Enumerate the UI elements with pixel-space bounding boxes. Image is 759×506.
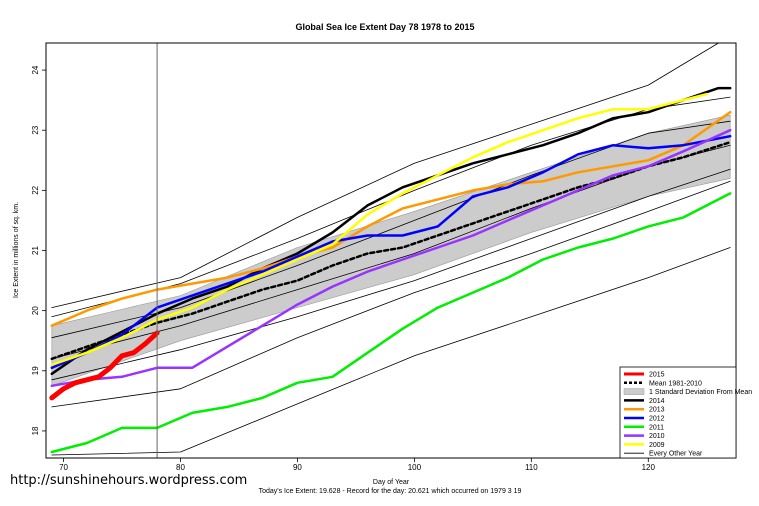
x-tick-label: 70: [59, 463, 68, 472]
series-line-2012: [50, 134, 732, 370]
legend-label: 2013: [649, 407, 665, 414]
y-axis-label: Ice Extent in millions of sq. km.: [13, 202, 20, 298]
legend-label: 2015: [649, 372, 665, 379]
x-tick-label: 110: [525, 463, 538, 472]
x-tick-label: 90: [293, 463, 302, 472]
y-tick-label: 19: [31, 366, 40, 375]
y-tick-label: 18: [31, 426, 40, 435]
legend-swatch-band: [623, 388, 645, 395]
series-line-2015: [49, 330, 160, 401]
series-line-2009: [50, 92, 709, 367]
x-tick-label: 120: [642, 463, 656, 472]
x-axis-label: Day of Year: [373, 479, 410, 486]
series-lines: [49, 42, 732, 456]
series-line-year-10: [51, 168, 731, 381]
axis-ticks: 70 80 90 100 110 120 18 19 20 21 22 23 24: [31, 65, 656, 472]
legend-label: 2010: [649, 433, 665, 440]
y-tick-label: 23: [31, 125, 40, 134]
watermark-url: http://sunshinehours.wordpress.com: [10, 473, 247, 488]
series-line-every-other-year: [51, 247, 731, 456]
series-line-2013: [50, 110, 732, 327]
series-line-2014: [50, 86, 732, 376]
legend-label: Mean 1981-2010: [649, 380, 702, 387]
legend-label: Every Other Year: [649, 451, 703, 458]
legend-label: 2011: [649, 424, 664, 431]
y-tick-label: 22: [31, 185, 40, 194]
legend-label: 1 Standard Deviation From Mean: [649, 389, 752, 396]
series-line-year-14: [51, 42, 719, 308]
y-tick-label: 24: [31, 65, 40, 74]
legend-label: 2012: [649, 416, 665, 423]
series-line-2010: [50, 128, 732, 388]
footer-note: Today's Ice Extent: 19.628 - Record for …: [259, 488, 522, 495]
legend-label: 2009: [649, 442, 665, 449]
x-tick-label: 100: [408, 463, 422, 472]
x-tick-label: 80: [176, 463, 185, 472]
series-line-2011: [50, 192, 732, 454]
series-line-year-9: [51, 180, 731, 408]
chart-title: Global Sea Ice Extent Day 78 1978 to 201…: [295, 22, 474, 32]
series-line-year-12: [51, 120, 731, 339]
legend-label: 2014: [649, 398, 665, 405]
y-tick-label: 20: [31, 306, 40, 315]
series-line-mean-1981-2010: [50, 140, 732, 361]
y-tick-label: 21: [31, 246, 40, 255]
